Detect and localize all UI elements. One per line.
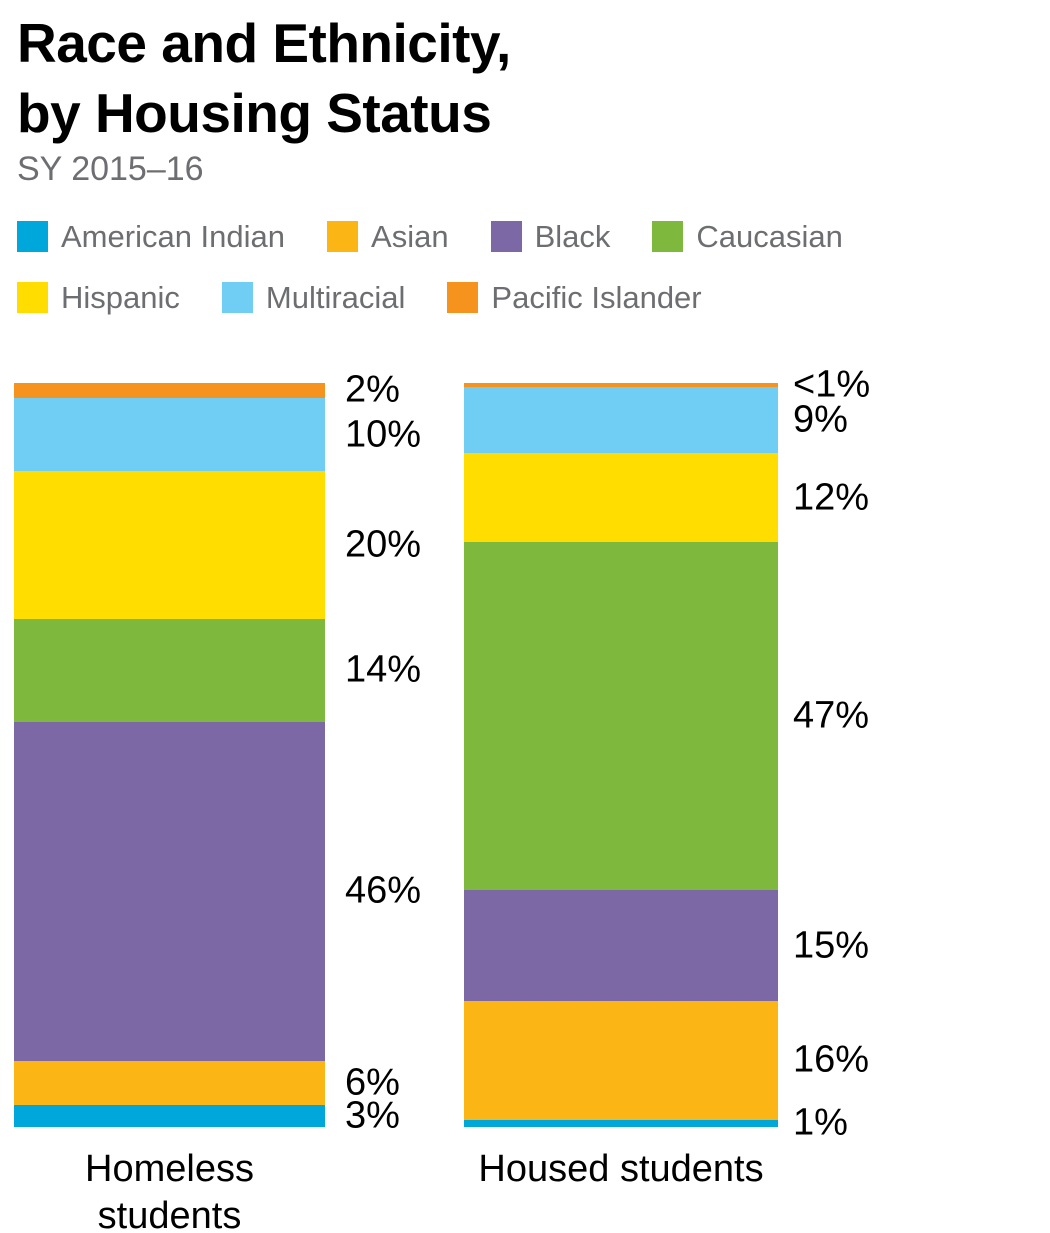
legend-swatch-caucasian-icon [652, 221, 684, 252]
value-label-homeless-students-pacific-islander: 2% [345, 368, 400, 411]
bar-segment-housed-students-asian [464, 1001, 778, 1120]
chart-title-line2: by Housing Status [17, 82, 492, 144]
value-label-homeless-students-caucasian: 14% [345, 648, 422, 691]
chart-title-line1: Race and Ethnicity, [17, 12, 511, 74]
legend-label-hispanic: Hispanic [61, 279, 180, 315]
legend-item-multiracial: Multiracial [221, 279, 406, 316]
value-label-homeless-students-asian: 6% [345, 1061, 400, 1104]
bar-segment-homeless-students-american-indian [14, 1104, 325, 1127]
value-label-homeless-students-black: 46% [345, 869, 422, 912]
legend-label-multiracial: Multiracial [265, 279, 406, 315]
legend-item-pacific-islander: Pacific Islander [447, 279, 702, 316]
legend-item-asian: Asian [327, 219, 449, 255]
category-label-homeless-students: Homeless students [85, 1148, 254, 1233]
legend: American Indian Asian Black Caucasian Hispan… [17, 218, 843, 343]
legend-label-pacific-islander: Pacific Islander [491, 279, 702, 315]
value-label-housed-students-pacific-islander: <1% [793, 363, 871, 406]
bar-segment-housed-students-hispanic [464, 453, 778, 543]
legend-item-black: Black [490, 218, 611, 255]
bar-segment-homeless-students-pacific-islander [14, 383, 325, 398]
bar-segment-homeless-students-hispanic [14, 471, 325, 619]
value-label-housed-students-caucasian: 47% [793, 694, 870, 737]
bar-segment-housed-students-black [464, 890, 778, 1002]
legend-swatch-american-indian-icon [17, 221, 48, 252]
value-label-homeless-students-american-indian: 3% [345, 1094, 400, 1137]
legend-label-black: Black [534, 218, 611, 254]
bar-segment-homeless-students-asian [14, 1060, 325, 1105]
category-label-housed-students: Housed students [478, 1148, 764, 1190]
legend-swatch-black-icon [490, 221, 522, 252]
legend-item-american-indian: American Indian [17, 219, 285, 255]
value-label-housed-students-hispanic: 12% [793, 476, 870, 519]
bar-segment-housed-students-pacific-islander [464, 383, 778, 387]
legend-item-hispanic: Hispanic [17, 280, 180, 316]
legend-row-1: American Indian Asian Black Caucasian [17, 218, 843, 255]
legend-swatch-multiracial-icon [221, 282, 253, 313]
value-label-housed-students-american-indian: 1% [793, 1101, 848, 1144]
bar-segment-homeless-students-black [14, 721, 325, 1061]
legend-item-caucasian: Caucasian [652, 218, 843, 255]
value-label-homeless-students-hispanic: 20% [345, 523, 422, 566]
legend-label-asian: Asian [371, 218, 449, 254]
legend-label-caucasian: Caucasian [696, 218, 843, 254]
legend-label-american-indian: American Indian [61, 218, 286, 254]
value-label-housed-students-multiracial: 9% [793, 398, 848, 441]
value-label-homeless-students-multiracial: 10% [345, 413, 422, 456]
chart-subtitle: SY 2015–16 [17, 150, 204, 188]
bar-segment-housed-students-caucasian [464, 542, 778, 891]
legend-swatch-asian-icon [327, 221, 359, 252]
bar-segment-housed-students-multiracial [464, 386, 778, 454]
chart-title: Race and Ethnicity, by Housing Status [17, 8, 511, 148]
legend-swatch-pacific-islander-icon [447, 282, 479, 313]
bar-segment-housed-students-american-indian [464, 1119, 778, 1127]
bar-segment-homeless-students-multiracial [14, 397, 325, 472]
value-label-housed-students-asian: 16% [793, 1038, 870, 1081]
legend-row-2: Hispanic Multiracial Pacific Islander [17, 279, 843, 316]
bar-segment-homeless-students-caucasian [14, 618, 325, 722]
value-label-housed-students-black: 15% [793, 924, 870, 967]
legend-swatch-hispanic-icon [17, 282, 48, 313]
